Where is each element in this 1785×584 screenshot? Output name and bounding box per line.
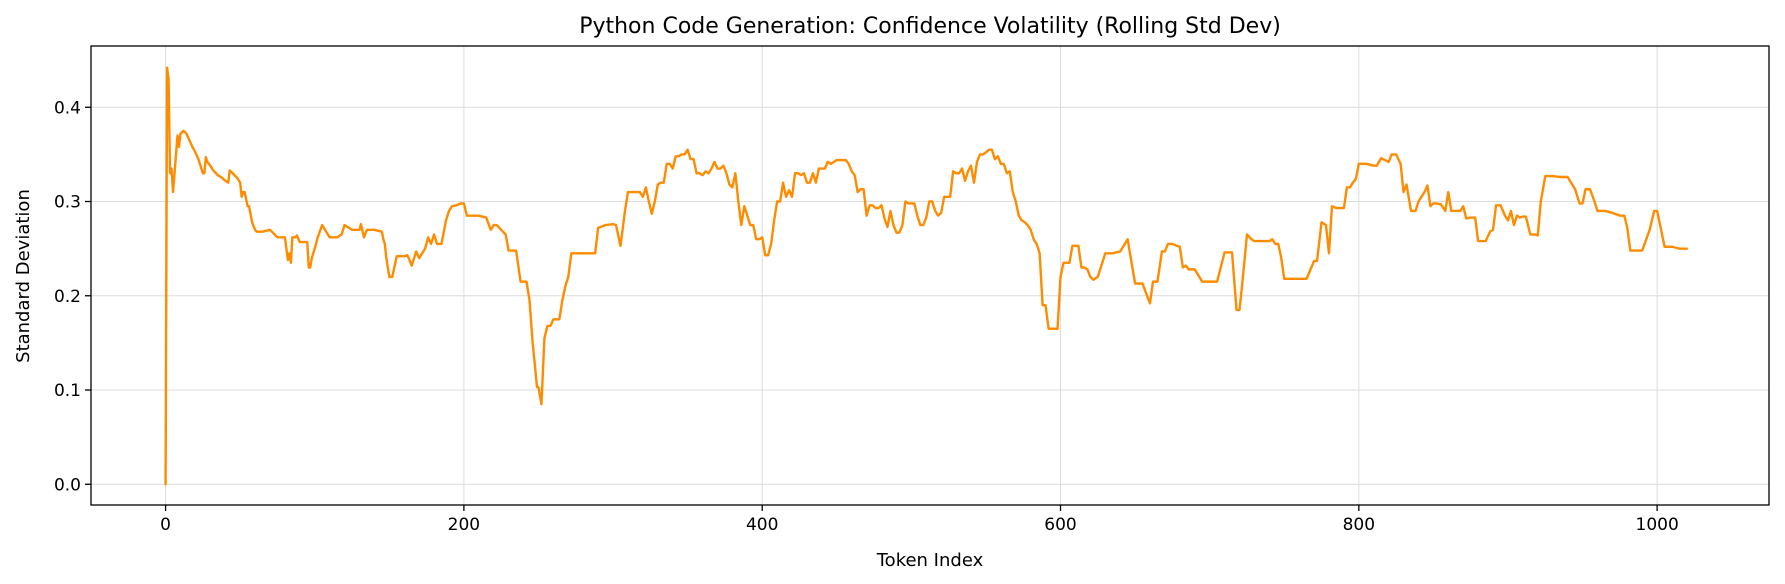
y-tick-label: 0.4 <box>54 98 81 118</box>
y-tick-label: 0.3 <box>54 193 81 213</box>
data-series <box>164 66 1689 486</box>
series-line-0 <box>164 66 1689 486</box>
y-tick-label: 0.0 <box>54 475 81 495</box>
x-tick-label: 400 <box>746 515 778 535</box>
plot-frame <box>90 45 1770 506</box>
x-axis-label: Token Index <box>876 550 984 571</box>
chart-title: Python Code Generation: Confidence Volat… <box>579 14 1281 39</box>
x-axis-ticks: 0 200 400 600 800 1000 <box>160 505 1679 535</box>
x-tick-label: 0 <box>160 515 171 535</box>
y-tick-label: 0.1 <box>54 381 81 401</box>
x-tick-label: 1000 <box>1636 515 1679 535</box>
y-axis-ticks: 0.0 0.1 0.2 0.3 0.4 <box>54 98 91 495</box>
y-tick-label: 0.2 <box>54 287 81 307</box>
y-axis-label: Standard Deviation <box>13 189 34 363</box>
x-tick-label: 600 <box>1044 515 1076 535</box>
x-tick-label: 800 <box>1343 515 1375 535</box>
grid-lines <box>91 46 1769 505</box>
x-tick-label: 200 <box>448 515 480 535</box>
